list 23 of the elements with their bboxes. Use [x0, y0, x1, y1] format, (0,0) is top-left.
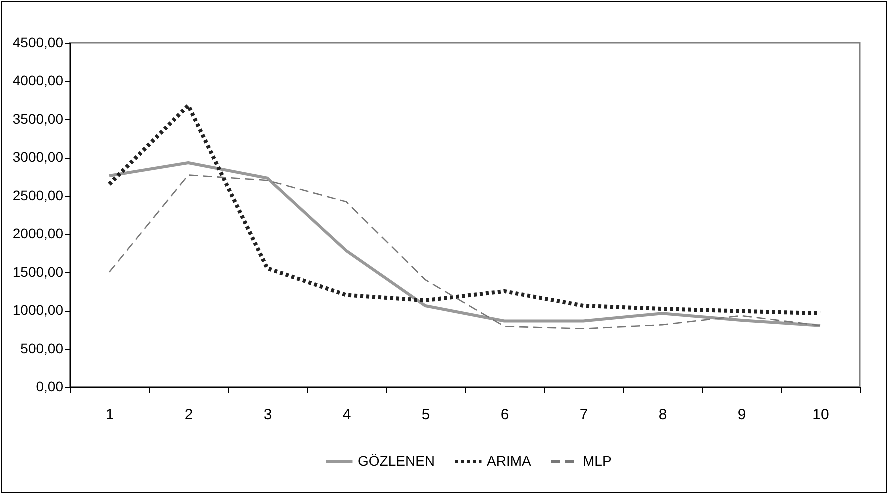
- y-tick-label: 1000,00: [12, 302, 64, 318]
- x-tick-label: 6: [500, 406, 510, 424]
- x-tick-label: 4: [342, 406, 352, 424]
- x-tick-label: 10: [812, 406, 830, 424]
- x-tick-label: 8: [658, 406, 668, 424]
- x-tick-label: 1: [106, 406, 114, 424]
- x-tick-label: 9: [738, 406, 746, 424]
- y-tick-label: 3000,00: [12, 149, 64, 166]
- y-tick-label: 0,00: [36, 378, 64, 394]
- y-tick-label: 2500,00: [12, 187, 64, 204]
- legend-label: ARIMA: [487, 452, 532, 469]
- x-tick-label: 3: [264, 406, 272, 424]
- x-tick-label: 2: [184, 406, 194, 424]
- legend-label: MLP: [583, 452, 612, 469]
- y-tick-label: 4500,00: [12, 34, 64, 50]
- legend-label: GÖZLENEN: [358, 452, 436, 469]
- y-tick-label: 3500,00: [12, 110, 64, 127]
- x-tick-label: 5: [422, 406, 430, 424]
- x-tick-label: 7: [580, 406, 588, 424]
- y-tick-label: 4000,00: [12, 72, 64, 89]
- y-tick-label: 1500,00: [12, 264, 64, 280]
- y-tick-label: 2000,00: [12, 226, 64, 242]
- y-tick-label: 500,00: [20, 340, 64, 356]
